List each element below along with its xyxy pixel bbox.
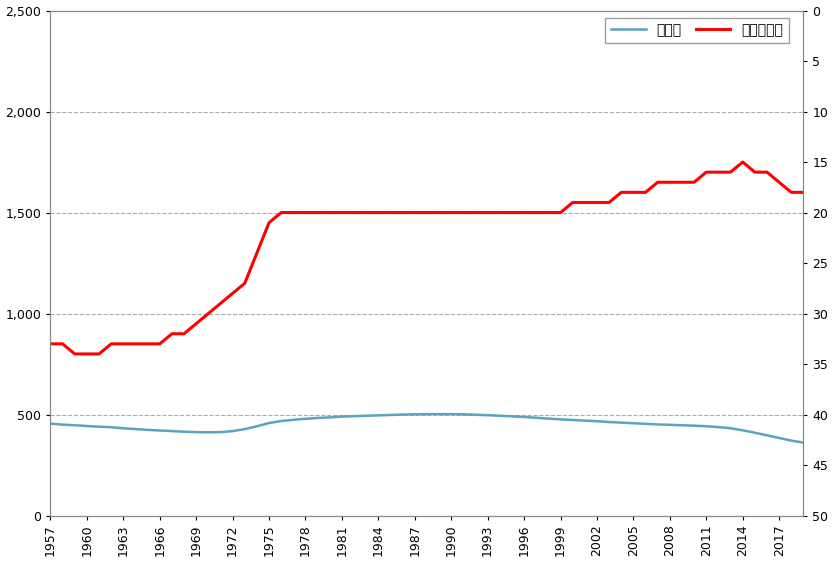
- 学校数: [252, 423, 262, 429]
- ランキング: [786, 189, 796, 196]
- ランキング: [70, 351, 80, 357]
- ランキング: [738, 158, 748, 165]
- ランキング: [289, 209, 299, 216]
- Line: ランキング: ランキング: [51, 162, 803, 354]
- 学校数: [786, 437, 796, 444]
- 学校数: [276, 418, 286, 424]
- 学校数: [580, 417, 590, 424]
- 学校数: [798, 439, 808, 446]
- 学校数: [46, 420, 56, 427]
- 学校数: [422, 411, 432, 418]
- Line: 学校数: 学校数: [51, 414, 803, 443]
- 学校数: [398, 411, 408, 418]
- ランキング: [580, 199, 590, 206]
- ランキング: [434, 209, 444, 216]
- ランキング: [46, 341, 56, 347]
- 学校数: [434, 411, 444, 418]
- ランキング: [409, 209, 420, 216]
- Legend: 学校数, ランキング: 学校数, ランキング: [605, 17, 789, 43]
- ランキング: [798, 189, 808, 196]
- ランキング: [264, 219, 274, 226]
